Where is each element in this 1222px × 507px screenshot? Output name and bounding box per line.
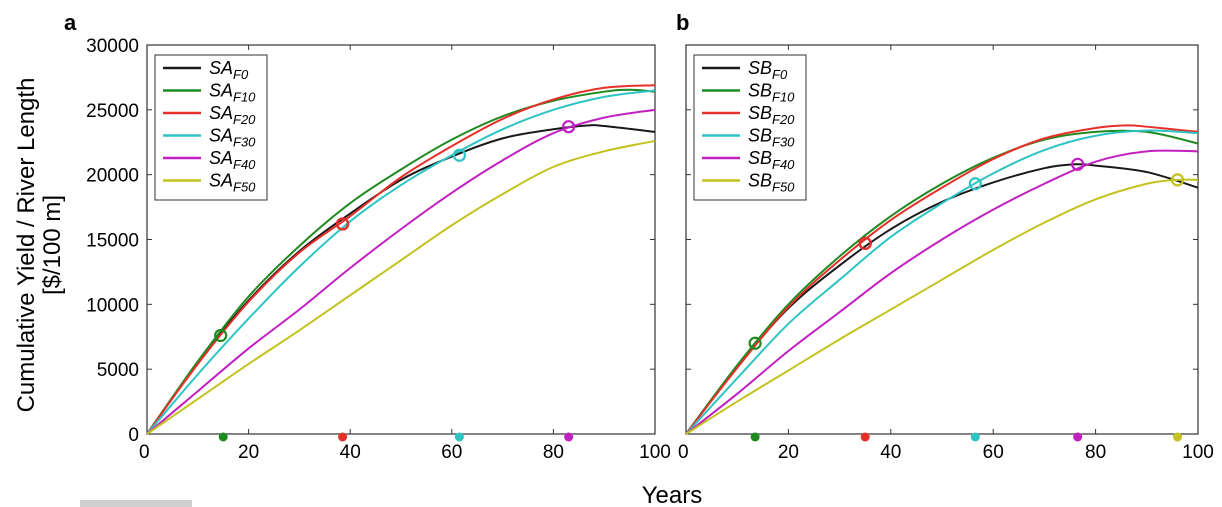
legend-label: SAF20 bbox=[209, 103, 256, 127]
marker-sa-f10 bbox=[214, 328, 228, 343]
series-line-sb-f50 bbox=[685, 178, 1199, 435]
y-tick-label: 15000 bbox=[86, 231, 139, 252]
axis-point bbox=[860, 432, 870, 442]
axis-point bbox=[1073, 432, 1083, 442]
legend-label: SAF40 bbox=[209, 148, 256, 172]
x-tick-label: 20 bbox=[778, 442, 799, 463]
marker-sb-f20 bbox=[858, 236, 872, 250]
marker-sb-f10 bbox=[748, 336, 762, 350]
x-tick-label: 20 bbox=[238, 442, 259, 463]
panel-letter: b bbox=[676, 10, 689, 35]
x-tick-label: 80 bbox=[543, 442, 564, 463]
axis-point bbox=[338, 432, 348, 442]
x-tick-label: 0 bbox=[678, 442, 689, 463]
legend-box bbox=[693, 54, 807, 201]
axis-point bbox=[564, 432, 574, 442]
axis-point bbox=[750, 432, 760, 442]
panel-letter: a bbox=[64, 10, 77, 35]
marker-sb-f30 bbox=[968, 177, 982, 191]
y-tick-label: 5000 bbox=[97, 360, 139, 381]
axis-point bbox=[1173, 432, 1183, 442]
x-tick-label: 40 bbox=[880, 442, 901, 463]
x-tick-label: 60 bbox=[441, 442, 462, 463]
x-axis-title: Years bbox=[642, 482, 703, 507]
marker-sb-f40 bbox=[1071, 157, 1085, 171]
y-tick-label: 30000 bbox=[86, 36, 139, 57]
series-line-sa-f50 bbox=[146, 139, 656, 435]
series-line-sa-f10 bbox=[146, 88, 656, 435]
legend-label: SBF0 bbox=[748, 58, 788, 82]
legend-label: SBF30 bbox=[748, 126, 795, 150]
axis-point bbox=[970, 432, 980, 442]
legend-label: SAF10 bbox=[209, 81, 256, 105]
legend-label: SBF20 bbox=[748, 103, 795, 127]
series-line-sb-f40 bbox=[685, 149, 1199, 435]
series-line-sb-f30 bbox=[685, 129, 1199, 435]
series-line-sb-f10 bbox=[685, 129, 1199, 435]
legend-label: SAF50 bbox=[209, 171, 256, 195]
legend-label: SAF30 bbox=[209, 126, 256, 150]
y-axis-unit: [$/100 m] bbox=[39, 195, 66, 295]
legend-label: SBF10 bbox=[748, 81, 795, 105]
x-tick-label: 80 bbox=[1085, 442, 1106, 463]
axis-point bbox=[454, 432, 464, 442]
marker-sa-f30 bbox=[452, 148, 467, 162]
axis-point bbox=[218, 432, 228, 442]
y-axis-title: Cumulative Yield / River Length bbox=[13, 78, 40, 413]
x-tick-label: 60 bbox=[983, 442, 1004, 463]
y-tick-label: 25000 bbox=[86, 101, 139, 122]
y-tick-label: 20000 bbox=[86, 166, 139, 187]
panel-a: a 0 20 40 60 80 100 0 5000 10000 15000 20000 25000 30… bbox=[64, 10, 671, 463]
x-tick-label: 100 bbox=[1182, 442, 1214, 463]
y-tick-label: 10000 bbox=[86, 295, 139, 316]
scroll-shade bbox=[80, 500, 192, 507]
marker-sa-f40 bbox=[562, 120, 576, 134]
legend-label: SAF0 bbox=[209, 58, 249, 82]
x-tick-label: 0 bbox=[139, 442, 150, 463]
x-tick-label: 100 bbox=[639, 442, 671, 463]
marker-sb-f50 bbox=[1170, 173, 1185, 187]
legend-label: SBF50 bbox=[748, 171, 795, 195]
y-tick-label: 0 bbox=[128, 425, 139, 446]
series-line-sb-f20 bbox=[685, 124, 1199, 435]
marker-sa-f20 bbox=[335, 217, 350, 231]
panel-b: b 0 20 40 60 80 100 SBF0SBF10SBF20SBF30SBF40SBF… bbox=[676, 10, 1214, 463]
legend-label: SBF40 bbox=[748, 148, 795, 172]
legend-box bbox=[154, 54, 268, 201]
x-tick-label: 40 bbox=[340, 442, 361, 463]
series-line-sa-f30 bbox=[146, 89, 656, 435]
